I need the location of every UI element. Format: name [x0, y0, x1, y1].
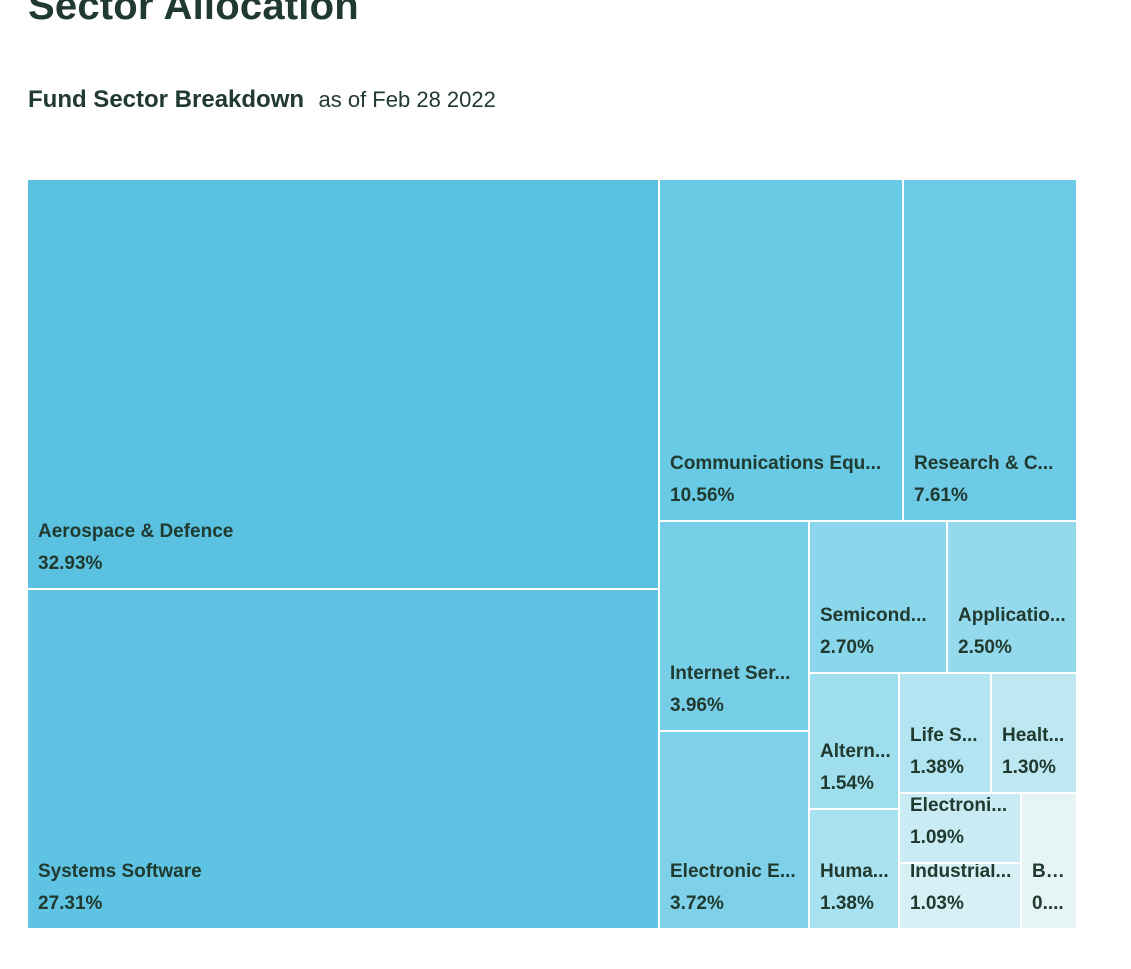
tile-label-group: Industrial... 1.03%	[910, 864, 1016, 920]
treemap-tile[interactable]: Industrial... 1.03%	[900, 864, 1022, 930]
tile-label-group: Huma... 1.38%	[820, 856, 894, 920]
tile-sector-name: Aerospace & Defence	[38, 521, 234, 542]
treemap-tile[interactable]: Electroni... 1.09%	[900, 794, 1022, 864]
tile-sector-name: Life S...	[910, 725, 978, 746]
treemap-tile[interactable]: Internet Ser... 3.96%	[660, 522, 810, 732]
tile-sector-percent: 1.54%	[820, 773, 874, 794]
tile-label-group: Life S... 1.38%	[910, 720, 986, 784]
tile-sector-percent: 1.38%	[910, 757, 964, 778]
tile-label-group: Electroni... 1.09%	[910, 794, 1016, 854]
treemap-tile[interactable]: Altern... 1.54%	[810, 674, 900, 810]
tile-sector-name: Industrial...	[910, 864, 1012, 882]
tile-sector-name: Research & C...	[914, 453, 1054, 474]
tile-sector-percent: 1.03%	[910, 893, 964, 914]
treemap-tile[interactable]: Aerospace & Defence 32.93%	[28, 180, 660, 590]
tile-label-group: Internet Ser... 3.96%	[670, 658, 804, 722]
tile-label-group: Altern... 1.54%	[820, 736, 894, 800]
tile-sector-name: Electroni...	[910, 795, 1008, 816]
tile-sector-percent: 1.30%	[1002, 757, 1056, 778]
tile-sector-name: Altern...	[820, 741, 891, 762]
sector-treemap: Aerospace & Defence 32.93% Systems Softwar…	[28, 180, 1078, 930]
tile-sector-percent: 3.96%	[670, 695, 724, 716]
tile-sector-percent: 27.31%	[38, 893, 103, 914]
tile-label-group: Aerospace & Defence 32.93%	[38, 516, 654, 580]
tile-label-group: Systems Software 27.31%	[38, 856, 654, 920]
tile-sector-name: Internet Ser...	[670, 663, 791, 684]
treemap-tile[interactable]: Huma... 1.38%	[810, 810, 900, 930]
tile-label-group: Electronic E... 3.72%	[670, 856, 804, 920]
treemap-tile[interactable]: Electronic E... 3.72%	[660, 732, 810, 930]
tile-sector-percent: 32.93%	[38, 553, 103, 574]
treemap-tile[interactable]: Systems Software 27.31%	[28, 590, 660, 930]
tile-sector-percent: 2.50%	[958, 637, 1012, 658]
page-title: Sector Allocation	[28, 0, 359, 28]
chart-header: Fund Sector Breakdown as of Feb 28 2022	[28, 86, 496, 114]
treemap-tile[interactable]: Communications Equ... 10.56%	[660, 180, 904, 522]
treemap-tile[interactable]: Semicond... 2.70%	[810, 522, 948, 674]
tile-sector-percent: 2.70%	[820, 637, 874, 658]
tile-label-group: Research & C... 7.61%	[914, 448, 1072, 512]
tile-sector-name: Communications Equ...	[670, 453, 882, 474]
tile-sector-percent: 7.61%	[914, 485, 968, 506]
tile-sector-name: Systems Software	[38, 861, 202, 882]
tile-label-group: Healt... 1.30%	[1002, 720, 1072, 784]
tile-sector-percent: 1.38%	[820, 893, 874, 914]
tile-label-group: Communications Equ... 10.56%	[670, 448, 898, 512]
treemap-tile[interactable]: Research & C... 7.61%	[904, 180, 1078, 522]
tile-sector-percent: 10.56%	[670, 485, 735, 506]
tile-sector-percent: 3.72%	[670, 893, 724, 914]
tile-sector-name: Huma...	[820, 861, 889, 882]
tile-label-group: Semicond... 2.70%	[820, 600, 942, 664]
tile-sector-name: Bu...	[1032, 861, 1072, 882]
treemap-tile[interactable]: Bu... 0....	[1022, 794, 1078, 930]
chart-title: Fund Sector Breakdown	[28, 86, 305, 113]
tile-sector-name: Semicond...	[820, 605, 927, 626]
tile-sector-name: Healt...	[1002, 725, 1065, 746]
tile-sector-name: Applicatio...	[958, 605, 1066, 626]
tile-sector-name: Electronic E...	[670, 861, 796, 882]
tile-sector-percent: 1.09%	[910, 827, 964, 848]
treemap-tile[interactable]: Life S... 1.38%	[900, 674, 992, 794]
treemap-tile[interactable]: Healt... 1.30%	[992, 674, 1078, 794]
treemap-tile[interactable]: Applicatio... 2.50%	[948, 522, 1078, 674]
tile-sector-percent: 0....	[1032, 893, 1064, 914]
tile-label-group: Applicatio... 2.50%	[958, 600, 1072, 664]
as-of-date: as of Feb 28 2022	[318, 87, 496, 112]
tile-label-group: Bu... 0....	[1032, 856, 1072, 920]
